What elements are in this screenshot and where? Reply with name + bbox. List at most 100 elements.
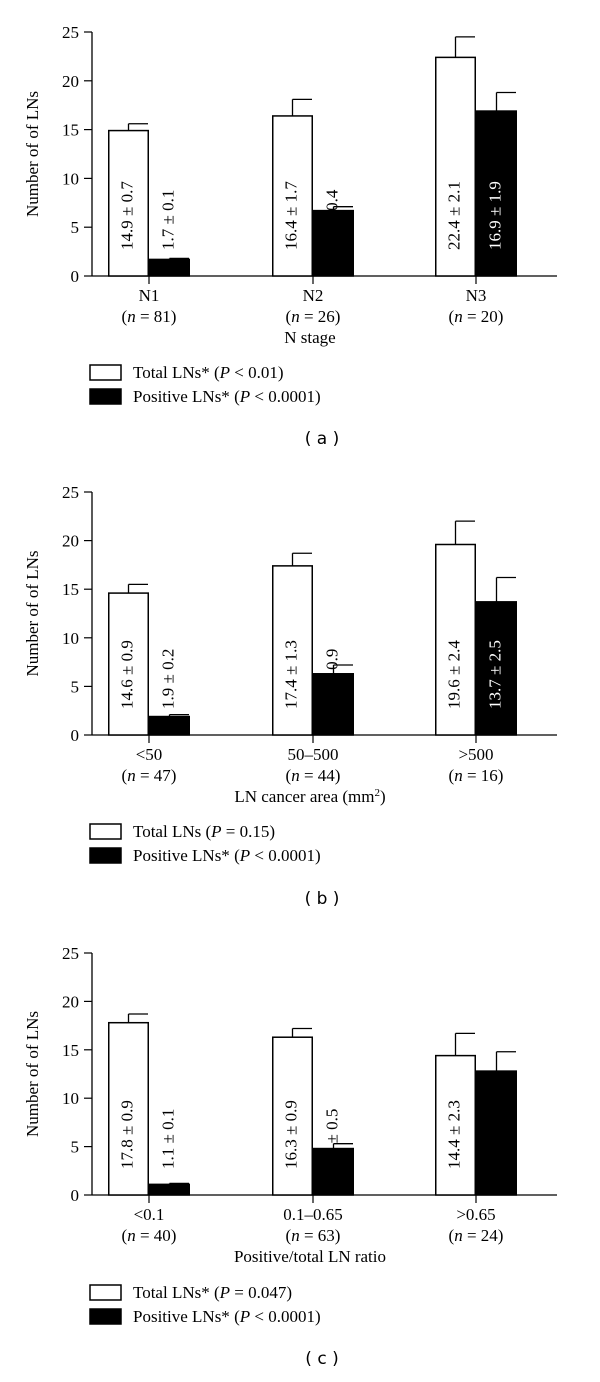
legend-p-value: = 0.15 xyxy=(222,822,270,841)
category-label: <0.1 xyxy=(134,1205,165,1224)
data-label: 17.4 ± 1.3 xyxy=(281,640,300,709)
y-tick-label: 10 xyxy=(62,169,79,188)
category-n-label: (n = 24) xyxy=(449,1226,504,1245)
category-n-value: 81 xyxy=(154,307,171,326)
legend-label-positive: Positive LNs* (P < 0.0001) xyxy=(133,387,321,406)
y-axis-label: Number of of LNs xyxy=(23,91,42,217)
y-axis-label: Number of of LNs xyxy=(23,550,42,676)
category-n-symbol: n xyxy=(454,1226,463,1245)
legend-p-symbol: P xyxy=(210,822,221,841)
y-tick-label: 25 xyxy=(62,23,79,42)
y-tick-label: 15 xyxy=(62,121,79,140)
data-label: 19.6 ± 2.4 xyxy=(444,640,463,709)
data-label: 14.6 ± 0.9 xyxy=(117,640,136,709)
bar-positive-2 xyxy=(313,209,354,277)
category-n-symbol: n xyxy=(454,766,463,785)
bar-positive-2 xyxy=(313,673,354,736)
legend-label-positive: Positive LNs* (P < 0.0001) xyxy=(133,1307,321,1326)
legend-p-value: = 0.047 xyxy=(230,1283,287,1302)
legend-p-symbol: P xyxy=(219,363,230,382)
data-label: 14.9 ± 0.7 xyxy=(117,181,136,250)
data-label: 22.4 ± 2.1 xyxy=(444,181,463,250)
legend-label-total: Total LNs* (P = 0.047) xyxy=(133,1283,292,1302)
legend-p-symbol: P xyxy=(239,1307,250,1326)
bar-total-3 xyxy=(435,56,476,277)
y-tick-label: 25 xyxy=(62,944,79,963)
panel-label: ( a ) xyxy=(305,429,340,449)
data-label: 14.4 ± 2.3 xyxy=(444,1100,463,1169)
legend-name: Positive LNs* xyxy=(133,846,230,865)
bar-total-3 xyxy=(435,543,476,736)
bar-positive-1 xyxy=(149,1183,190,1196)
data-label: 1.7 ± 0.1 xyxy=(158,190,177,250)
category-n-symbol: n xyxy=(127,1226,136,1245)
y-axis-label: Number of of LNs xyxy=(23,1011,42,1137)
legend-name: Total LNs* xyxy=(133,1283,210,1302)
chart-panel-b: 0 5 10 15 20 25 Number of of LNs 14.6 ± 0.9 1.9 … xyxy=(23,483,557,909)
category-label: N1 xyxy=(139,286,160,305)
legend-label-total: Total LNs* (P < 0.01) xyxy=(133,363,284,382)
category-label: >0.65 xyxy=(456,1205,495,1224)
legend-swatch-total xyxy=(89,364,122,381)
bar-positive-3 xyxy=(476,110,517,277)
data-label: 1.1 ± 0.1 xyxy=(158,1109,177,1169)
chart-panel-c: 0 5 10 15 20 25 Number of of LNs 17.8 ± 0.9 1.1 … xyxy=(23,944,557,1369)
category-n-label: (n = 26) xyxy=(286,307,341,326)
legend-swatch-positive xyxy=(89,388,122,405)
data-label: 17.8 ± 0.9 xyxy=(117,1100,136,1169)
legend-p-value: < 0.0001 xyxy=(250,1307,315,1326)
legend-swatch-positive xyxy=(89,1308,122,1325)
data-label: 16.3 ± 0.9 xyxy=(281,1100,300,1169)
data-label: 12.8 ± 2 xyxy=(485,1113,504,1169)
category-label: N2 xyxy=(303,286,324,305)
y-tick-label: 0 xyxy=(71,726,80,745)
category-label: <50 xyxy=(136,745,163,764)
bar-total-1 xyxy=(108,592,149,736)
legend-swatch-positive xyxy=(89,847,122,864)
x-axis-label-superscript: 2 xyxy=(375,787,381,799)
legend-name: Positive LNs* xyxy=(133,1307,230,1326)
x-axis-label: Positive/total LN ratio xyxy=(234,1247,386,1266)
y-tick-label: 20 xyxy=(62,532,79,551)
category-label: 50–500 xyxy=(288,745,339,764)
category-n-symbol: n xyxy=(291,766,300,785)
category-n-symbol: n xyxy=(127,766,136,785)
legend-p-symbol: P xyxy=(239,387,250,406)
data-label: 1.9 ± 0.2 xyxy=(158,649,177,709)
x-axis-label: LN cancer area (mm2) xyxy=(234,787,385,806)
category-n-value: 44 xyxy=(318,766,336,785)
bar-total-3 xyxy=(435,1054,476,1196)
bar-total-2 xyxy=(272,115,313,277)
panel-label: ( b ) xyxy=(305,889,340,909)
data-label: 16.9 ± 1.9 xyxy=(485,181,504,250)
y-tick-label: 5 xyxy=(71,218,80,237)
category-n-value: 20 xyxy=(481,307,498,326)
bar-positive-3 xyxy=(476,601,517,736)
y-tick-label: 10 xyxy=(62,629,79,648)
y-tick-label: 15 xyxy=(62,1041,79,1060)
legend-name: Total LNs* xyxy=(133,363,210,382)
bar-total-2 xyxy=(272,1036,313,1196)
category-n-value: 26 xyxy=(318,307,335,326)
bar-total-1 xyxy=(108,1021,149,1196)
category-label: N3 xyxy=(466,286,487,305)
category-n-value: 40 xyxy=(154,1226,171,1245)
category-n-value: 16 xyxy=(481,766,498,785)
chart-panel-a: 0 5 10 15 20 25 Number of of LNs 14.9 ± 0.7 1.7 … xyxy=(23,23,557,449)
legend-label-positive: Positive LNs* (P < 0.0001) xyxy=(133,846,321,865)
data-label: 6.7 ± 0.4 xyxy=(322,189,341,250)
category-n-label: (n = 63) xyxy=(286,1226,341,1245)
legend-p-value: < 0.0001 xyxy=(250,846,315,865)
panel-label: ( c ) xyxy=(305,1349,338,1369)
category-n-label: (n = 40) xyxy=(122,1226,177,1245)
category-n-label: (n = 44) xyxy=(286,766,341,785)
category-n-symbol: n xyxy=(454,307,463,326)
category-n-value: 24 xyxy=(481,1226,499,1245)
bar-positive-3 xyxy=(476,1070,517,1196)
legend-p-value: < 0.0001 xyxy=(250,387,315,406)
bar-total-1 xyxy=(108,129,149,277)
y-tick-label: 5 xyxy=(71,1138,80,1157)
legend-name: Total LNs xyxy=(133,822,201,841)
data-label: 16.4 ± 1.7 xyxy=(281,181,300,250)
